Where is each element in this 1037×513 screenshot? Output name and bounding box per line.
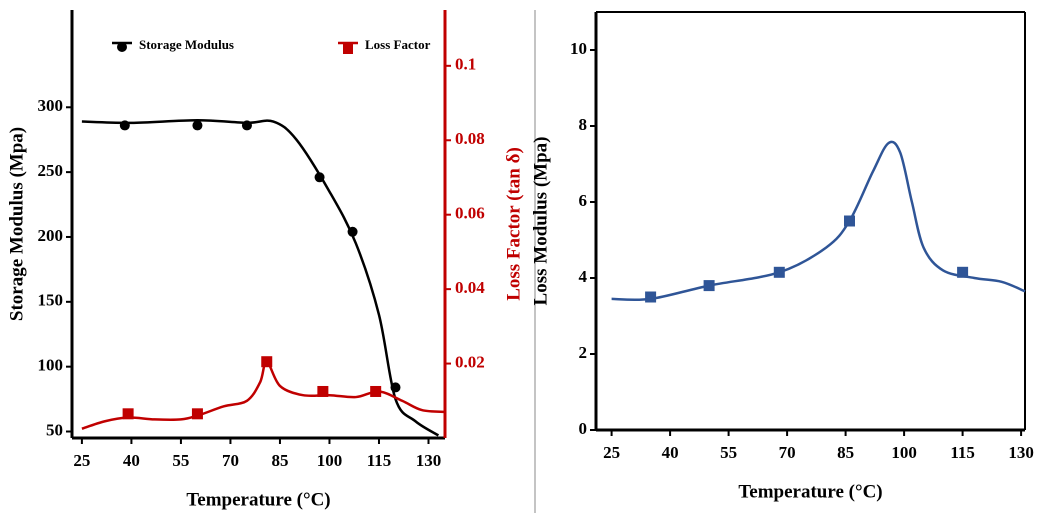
x-tick-label: 25 xyxy=(73,451,90,470)
legend-marker xyxy=(117,42,127,52)
x-tick-label: 100 xyxy=(891,443,917,462)
x-tick-label: 115 xyxy=(950,443,975,462)
marker xyxy=(122,408,134,420)
y2-tick-label: 0.1 xyxy=(455,55,476,74)
y-tick-label: 200 xyxy=(38,226,64,245)
y2-axis-title: Loss Factor (tan δ) xyxy=(503,147,524,301)
marker xyxy=(314,172,325,183)
y-tick-label: 300 xyxy=(38,96,64,115)
x-tick-label: 55 xyxy=(172,451,189,470)
x-tick-label: 130 xyxy=(416,451,442,470)
x-tick-label: 70 xyxy=(779,443,796,462)
y-tick-label: 250 xyxy=(38,161,64,180)
y-tick-label: 6 xyxy=(579,191,588,210)
y-axis-title: Loss Modulus (Mpa) xyxy=(530,137,551,306)
marker xyxy=(844,215,855,227)
x-tick-label: 130 xyxy=(1008,443,1034,462)
x-tick-label: 85 xyxy=(837,443,854,462)
y-tick-label: 8 xyxy=(579,115,588,134)
marker xyxy=(261,356,273,368)
y2-tick-label: 0.04 xyxy=(455,278,485,297)
y-tick-label: 150 xyxy=(38,291,64,310)
y-tick-label: 50 xyxy=(46,420,63,439)
marker xyxy=(347,226,358,237)
y-tick-label: 4 xyxy=(579,267,588,286)
marker xyxy=(390,382,401,393)
marker xyxy=(191,408,203,420)
x-tick-label: 55 xyxy=(720,443,737,462)
x-axis-title: Temperature (°C) xyxy=(738,481,882,502)
y2-tick-label: 0.06 xyxy=(455,204,485,223)
legend-marker xyxy=(343,42,353,54)
marker xyxy=(703,280,715,292)
x-tick-label: 115 xyxy=(367,451,392,470)
y-tick-label: 10 xyxy=(570,39,587,58)
x-tick-label: 40 xyxy=(662,443,679,462)
y2-tick-label: 0.02 xyxy=(455,352,485,371)
y-tick-label: 100 xyxy=(38,356,64,375)
x-tick-label: 40 xyxy=(123,451,140,470)
x-tick-label: 85 xyxy=(271,451,288,470)
marker xyxy=(119,120,130,131)
legend-label: Storage Modulus xyxy=(139,37,234,52)
marker xyxy=(192,120,203,131)
y-tick-label: 2 xyxy=(579,343,588,362)
y-tick-label: 0 xyxy=(579,419,588,438)
legend-label: Loss Factor xyxy=(365,37,431,52)
x-axis-title: Temperature (°C) xyxy=(186,489,330,510)
marker xyxy=(773,266,785,278)
marker xyxy=(645,291,657,303)
marker xyxy=(241,120,252,131)
marker xyxy=(370,385,382,397)
series-line xyxy=(81,118,440,437)
x-tick-label: 100 xyxy=(317,451,343,470)
y-axis-title: Storage Modulus (Mpa) xyxy=(6,127,27,321)
marker xyxy=(317,385,329,397)
x-tick-label: 70 xyxy=(222,451,239,470)
y2-tick-label: 0.08 xyxy=(455,129,485,148)
marker xyxy=(957,266,969,278)
x-tick-label: 25 xyxy=(603,443,620,462)
